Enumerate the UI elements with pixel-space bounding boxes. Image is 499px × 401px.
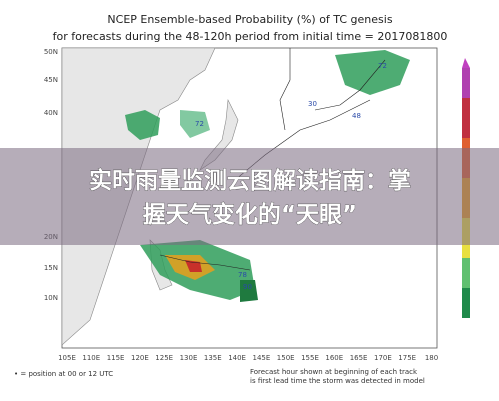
lon-label: 105E [58,354,76,362]
lon-label: 175E [398,354,416,362]
lon-label: 135E [204,354,222,362]
banner-line: 握天气变化的“天眼” [143,201,357,228]
map-annotations: 72 30 48 72 78 90 [195,62,387,291]
footnote: Forecast hour shown at beginning of each… [250,368,418,376]
map-label: 78 [238,271,247,279]
lon-label: 130E [180,354,198,362]
lon-label: 115E [107,354,125,362]
lat-label: 15N [44,264,58,272]
footnote: is first lead time the storm was detecte… [250,377,425,385]
lon-label: 180 [425,354,438,362]
lon-labels: 105E 110E 115E 120E 125E 130E 135E 140E 145E 150E… [58,354,438,362]
lat-label: 50N [44,48,58,56]
lon-label: 125E [155,354,173,362]
map-label: 90 [243,283,252,291]
lat-label: 10N [44,294,58,302]
lon-label: 160E [325,354,343,362]
banner-bg [0,148,499,245]
lon-label: 170E [374,354,392,362]
title: NCEP Ensemble-based Probability (%) of T… [107,13,392,26]
lon-label: 165E [350,354,368,362]
map-label: 72 [378,62,387,70]
map-label: 72 [195,120,204,128]
footnote: • = position at 00 or 12 UTC [14,370,113,378]
map-label: 30 [308,100,317,108]
lon-label: 110E [82,354,100,362]
map-label: 48 [352,112,361,120]
lon-label: 140E [228,354,246,362]
subtitle: for forecasts during the 48-120h period … [53,30,448,43]
lat-label: 40N [44,109,58,117]
lon-label: 120E [131,354,149,362]
banner-line: 实时雨量监测云图解读指南：掌 [89,167,411,194]
lon-label: 155E [301,354,319,362]
lat-label: 45N [44,76,58,84]
lon-label: 150E [277,354,295,362]
lon-label: 145E [253,354,271,362]
